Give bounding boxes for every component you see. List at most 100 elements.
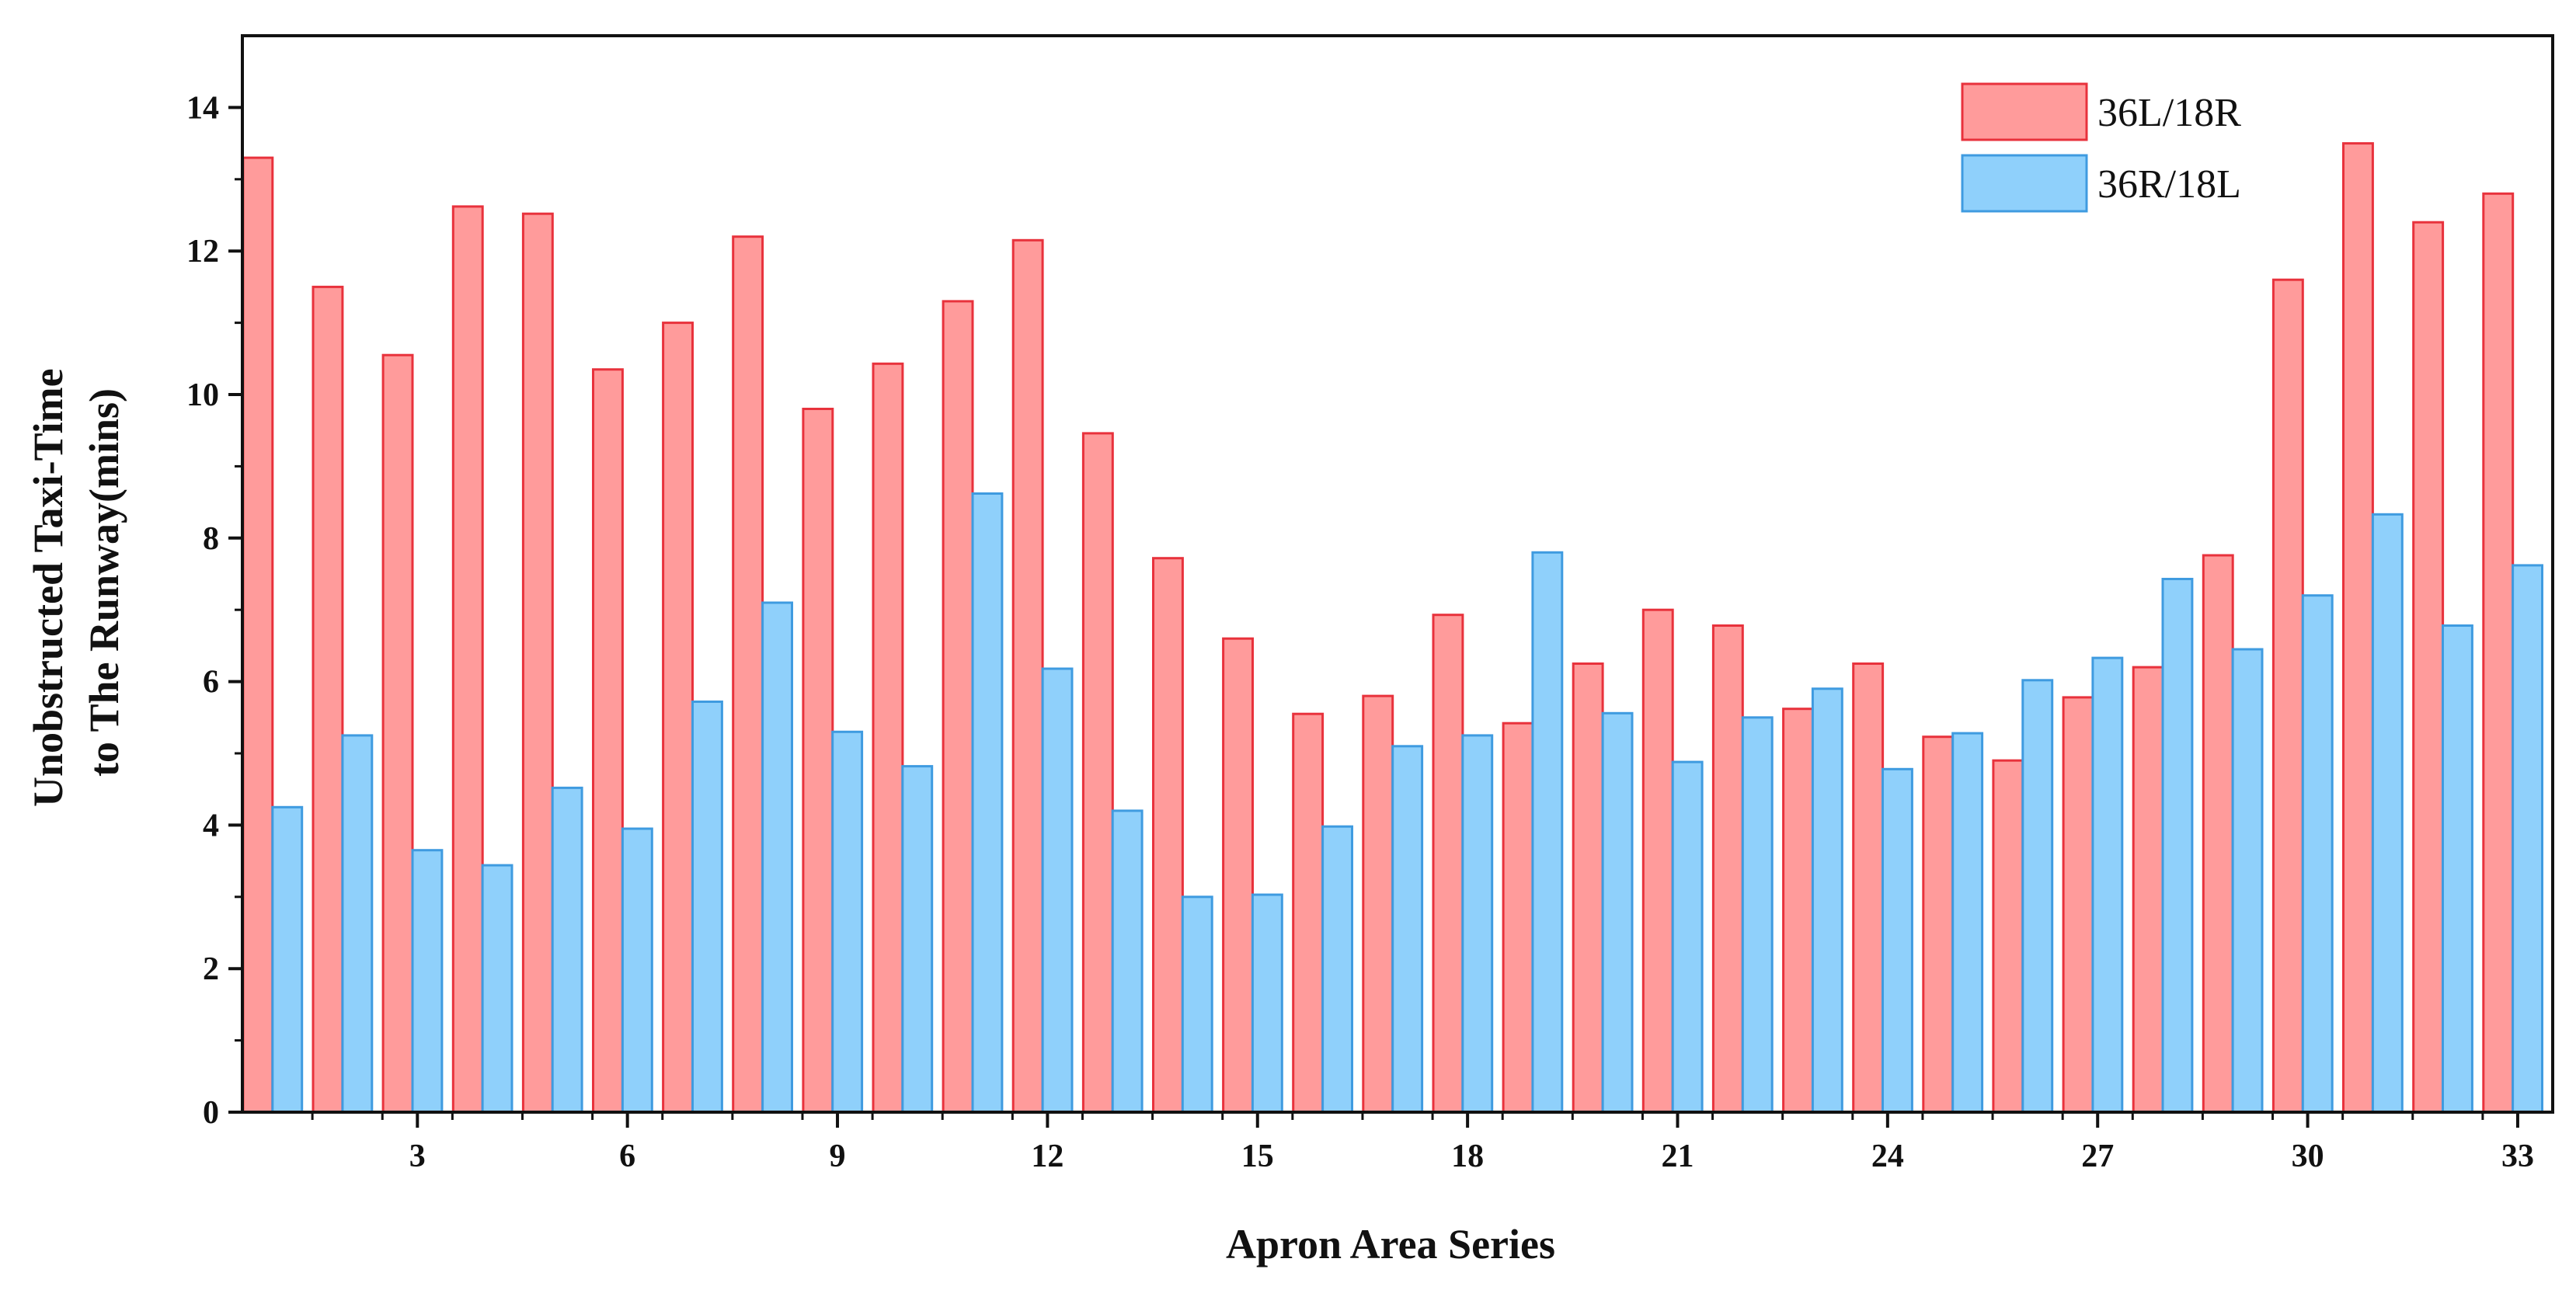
bar-series-1-cat-16	[1292, 712, 1325, 1114]
bar-series-1-cat-25	[1922, 735, 1955, 1114]
y-axis-title: Unobstructed Taxi-Time to The Runway(min…	[25, 358, 127, 807]
x-tick-label: 33	[2501, 1139, 2534, 1174]
bar-series-1-cat-29	[2202, 554, 2234, 1114]
bar-series-2-cat-11	[971, 492, 1004, 1114]
bar-series-1-cat-12	[1011, 238, 1044, 1114]
bar-series-2-cat-10	[901, 765, 934, 1114]
x-tick-label: 18	[1451, 1139, 1484, 1174]
y-tick-label: 0	[203, 1095, 219, 1131]
bar-series-2-cat-18	[1461, 734, 1494, 1114]
bar-series-1-cat-8	[732, 235, 764, 1114]
legend-label-36r-18l: 36R/18L	[2097, 162, 2241, 207]
bar-series-2-cat-2	[341, 734, 374, 1114]
y-tick-label: 10	[186, 377, 219, 413]
x-tick-label: 3	[409, 1139, 426, 1174]
x-tick-label: 27	[2081, 1139, 2114, 1174]
bar-series-1-cat-18	[1432, 614, 1464, 1114]
bar-series-1-cat-1	[242, 156, 274, 1114]
x-tick-label: 30	[2292, 1139, 2324, 1174]
y-axis-title-line-2: to The Runway(mins)	[81, 388, 127, 777]
x-tick-label: 15	[1241, 1139, 1274, 1174]
bar-series-2-cat-32	[2442, 624, 2473, 1114]
bar-series-2-cat-27	[2091, 656, 2124, 1114]
bar-series-2-cat-1	[271, 805, 304, 1114]
bar-series-2-cat-22	[1741, 716, 1774, 1114]
legend: 36L/18R 36R/18L	[1961, 82, 2241, 213]
bar-series-2-cat-4	[481, 864, 513, 1114]
legend-label-36l-18r: 36L/18R	[2097, 91, 2241, 135]
bar-series-2-cat-31	[2371, 513, 2404, 1114]
axes-layer	[228, 34, 2554, 1128]
y-tick-label: 12	[186, 234, 219, 269]
bar-series-1-cat-14	[1152, 557, 1184, 1114]
bar-series-1-cat-3	[381, 353, 414, 1114]
legend-swatch-36r-18l	[1961, 154, 2088, 213]
x-tick-label: 6	[619, 1139, 635, 1174]
bar-series-2-cat-17	[1391, 745, 1424, 1114]
bar-series-1-cat-26	[1992, 759, 2024, 1114]
bar-series-1-cat-24	[1852, 662, 1885, 1114]
y-tick-label: 14	[186, 90, 219, 126]
bar-series-2-cat-12	[1041, 667, 1074, 1114]
bar-series-1-cat-2	[312, 285, 344, 1114]
bar-series-2-cat-29	[2231, 648, 2264, 1114]
x-tick-label: 9	[830, 1139, 846, 1174]
bar-series-1-cat-28	[2132, 666, 2164, 1114]
bar-series-2-cat-5	[551, 786, 583, 1114]
bars-layer	[242, 142, 2544, 1114]
bar-series-2-cat-14	[1181, 895, 1213, 1114]
bar-series-1-cat-31	[2342, 142, 2374, 1114]
y-tick-label: 4	[203, 808, 219, 843]
bar-series-2-cat-28	[2161, 578, 2194, 1114]
x-tick-label: 24	[1871, 1139, 1904, 1174]
bar-series-1-cat-19	[1502, 722, 1534, 1114]
bar-series-1-cat-4	[451, 205, 484, 1114]
bar-series-1-cat-15	[1222, 637, 1254, 1114]
y-tick-label: 2	[203, 951, 219, 987]
bar-series-2-cat-20	[1601, 711, 1634, 1114]
legend-swatch-36l-18r	[1961, 82, 2088, 141]
bar-series-2-cat-24	[1882, 767, 1913, 1114]
x-tick-label: 21	[1661, 1139, 1694, 1174]
bar-series-2-cat-15	[1251, 893, 1283, 1114]
bar-series-2-cat-21	[1671, 760, 1704, 1114]
bar-series-2-cat-19	[1531, 551, 1564, 1114]
bar-series-1-cat-22	[1711, 624, 1744, 1114]
bar-series-2-cat-13	[1111, 809, 1144, 1114]
bar-series-2-cat-26	[2021, 679, 2054, 1114]
x-tick-label: 12	[1031, 1139, 1063, 1174]
bar-series-1-cat-32	[2412, 221, 2445, 1114]
bar-series-2-cat-3	[411, 849, 444, 1114]
bar-series-1-cat-9	[802, 408, 834, 1114]
bar-series-1-cat-6	[592, 368, 624, 1114]
x-axis-title: Apron Area Series	[1226, 1221, 1555, 1267]
bar-series-1-cat-10	[872, 362, 904, 1114]
bar-series-1-cat-21	[1641, 608, 1674, 1114]
bar-series-2-cat-9	[831, 730, 864, 1114]
bar-series-2-cat-7	[691, 701, 723, 1114]
bar-series-2-cat-25	[1951, 732, 1984, 1114]
bar-series-1-cat-17	[1362, 694, 1394, 1114]
y-tick-label: 6	[203, 665, 219, 701]
bar-series-1-cat-20	[1572, 662, 1604, 1114]
y-axis-title-line-1: Unobstructed Taxi-Time	[25, 368, 71, 807]
bar-series-2-cat-33	[2512, 564, 2544, 1114]
bar-series-1-cat-5	[521, 212, 554, 1114]
bar-series-1-cat-23	[1782, 708, 1815, 1114]
bar-series-1-cat-30	[2271, 278, 2304, 1114]
plot-frame	[241, 34, 2554, 1114]
bar-series-2-cat-23	[1811, 687, 1843, 1114]
bar-series-1-cat-13	[1081, 432, 1114, 1114]
bar-series-1-cat-11	[942, 300, 974, 1114]
bar-series-1-cat-7	[662, 322, 694, 1114]
bar-series-1-cat-27	[2062, 696, 2094, 1114]
y-tick-label: 8	[203, 521, 219, 557]
bar-series-2-cat-6	[621, 827, 653, 1114]
bar-series-2-cat-30	[2301, 594, 2334, 1114]
bar-series-2-cat-16	[1321, 825, 1353, 1114]
bar-series-2-cat-8	[761, 601, 793, 1114]
bar-series-1-cat-33	[2482, 192, 2515, 1114]
